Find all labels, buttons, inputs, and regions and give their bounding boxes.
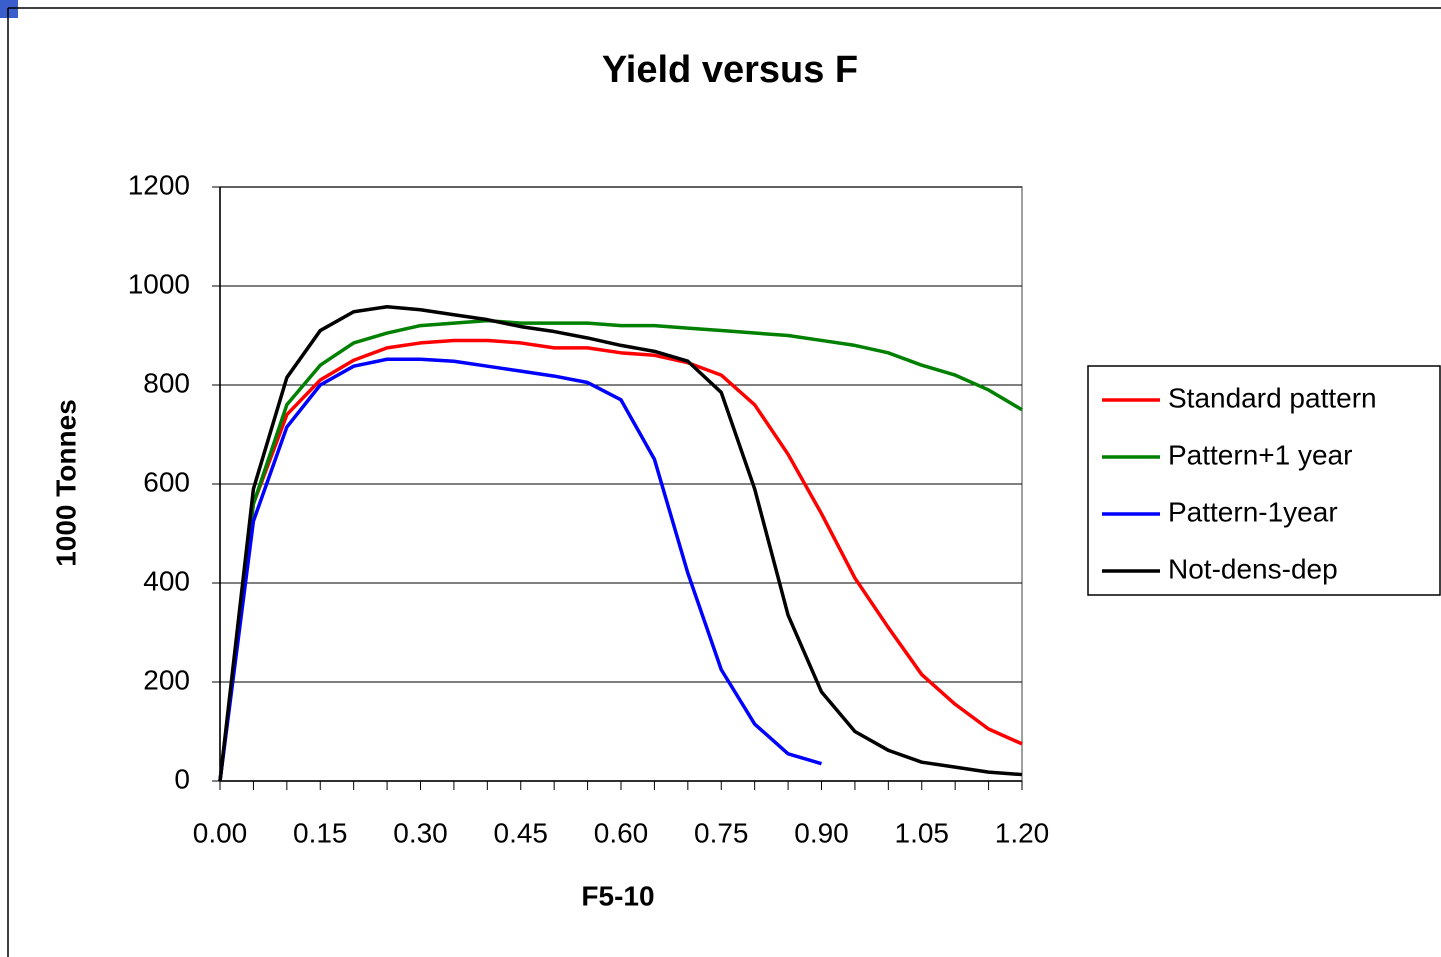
x-tick-label: 1.05: [895, 817, 950, 848]
legend-box: [1087, 365, 1441, 596]
y-tick-label: 800: [143, 367, 190, 398]
x-tick-label: 0.60: [594, 817, 649, 848]
x-tick-label: 0.00: [193, 817, 248, 848]
y-tick-label: 600: [143, 466, 190, 497]
corner-decoration: [0, 0, 18, 18]
series-line: [218, 357, 822, 782]
y-tick-label: 1000: [128, 268, 190, 299]
x-tick-label: 1.20: [995, 817, 1050, 848]
x-tick-label: 0.45: [494, 817, 549, 848]
y-axis-label: 1000 Tonnes: [50, 399, 81, 567]
x-tick-label: 0.30: [393, 817, 448, 848]
series-line: [218, 318, 1023, 782]
x-axis-label: F5-10: [581, 880, 654, 911]
series-line: [218, 338, 1023, 782]
legend-label: Pattern-1year: [1168, 496, 1338, 527]
x-tick-label: 0.75: [694, 817, 749, 848]
legend-label: Standard pattern: [1168, 382, 1377, 413]
chart-title: Yield versus F: [602, 49, 858, 91]
x-tick-label: 0.15: [293, 817, 348, 848]
y-tick-label: 1200: [128, 169, 190, 200]
legend-label: Not-dens-dep: [1168, 553, 1338, 584]
y-tick-label: 0: [174, 763, 190, 794]
series-line: [218, 305, 1023, 782]
legend-label: Pattern+1 year: [1168, 439, 1352, 470]
y-tick-label: 200: [143, 664, 190, 695]
x-tick-label: 0.90: [794, 817, 849, 848]
y-tick-label: 400: [143, 565, 190, 596]
